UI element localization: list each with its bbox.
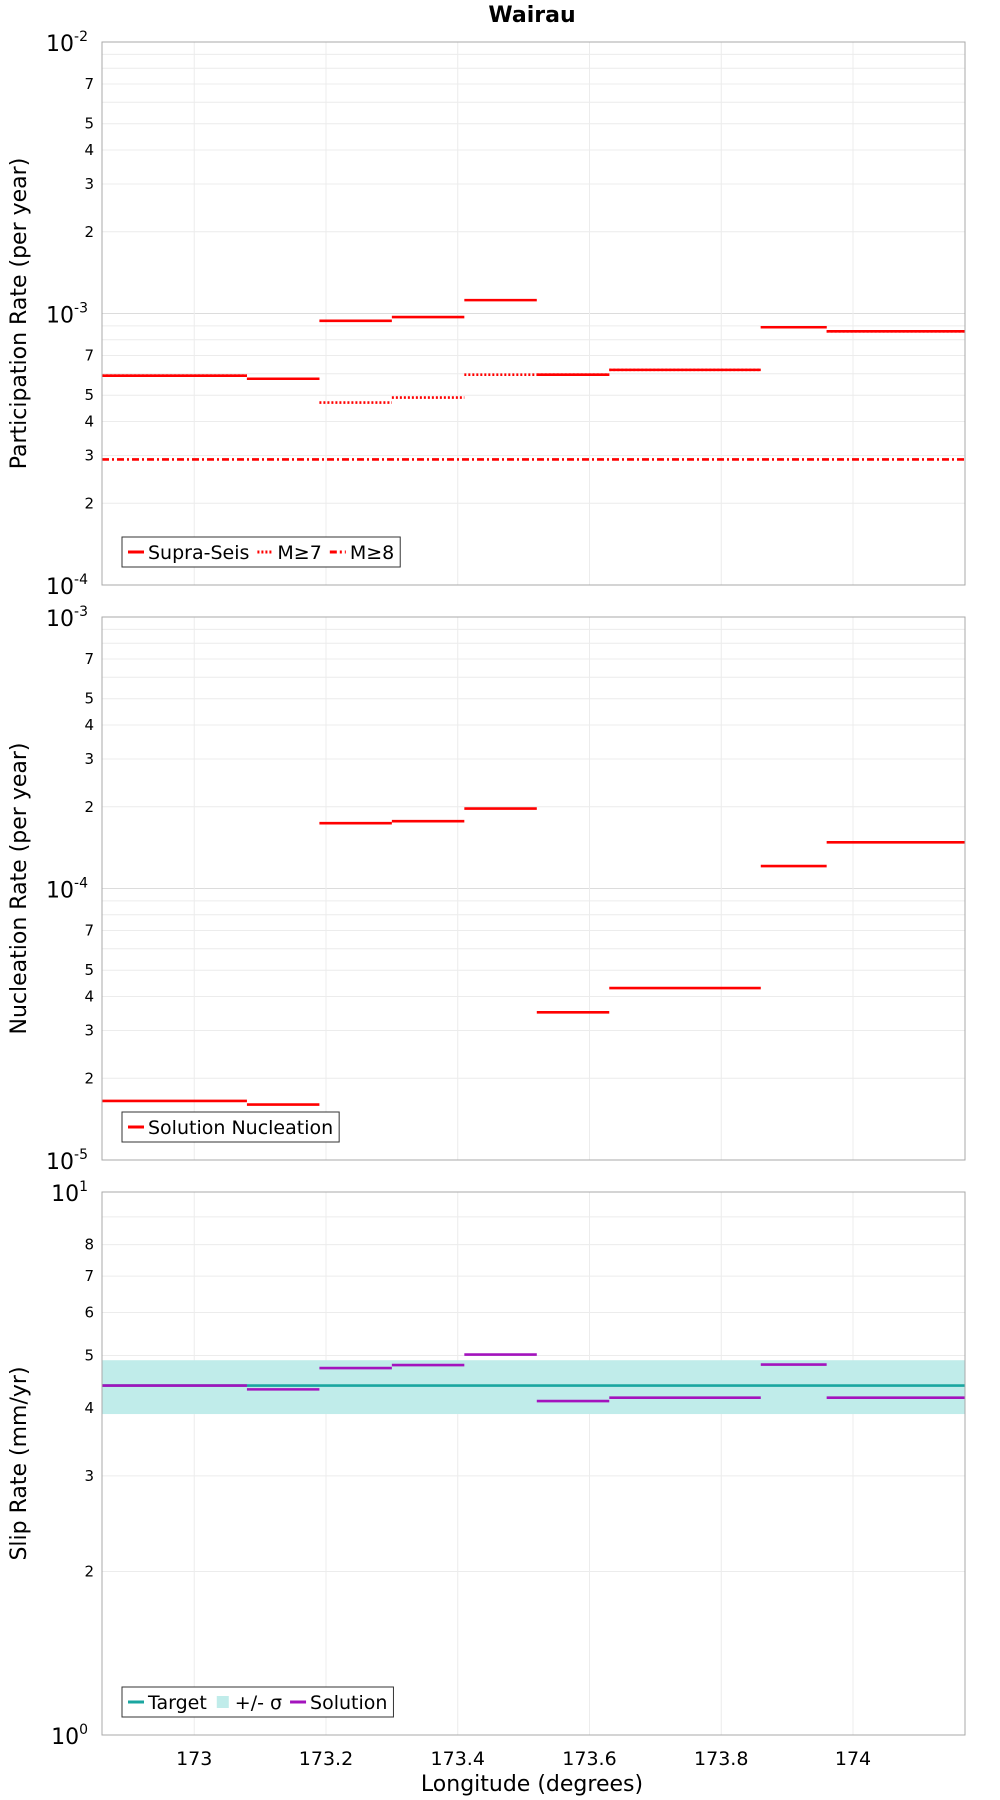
legend-item: +/- σ [216, 1692, 282, 1714]
y-tick-label: 2 [84, 798, 94, 816]
y-tick-label: 6 [84, 1303, 94, 1321]
y-tick-label: 2 [84, 223, 94, 241]
legend-label: Solution [310, 1692, 387, 1714]
legend-label: +/- σ [235, 1692, 282, 1714]
series-solution-nucleation [102, 807, 965, 1106]
y-decade-label: 10-4 [46, 876, 88, 904]
y-decade-label: 10-5 [46, 1147, 88, 1175]
series-solution [102, 1353, 965, 1403]
plot-frame [101, 41, 966, 586]
legend: Solution Nucleation [121, 1111, 340, 1143]
y-decade-label: 10-3 [46, 301, 88, 329]
y-decade-base: 10 [51, 1725, 79, 1750]
legend-item: M≥8 [329, 542, 394, 564]
plot-area [102, 1192, 965, 1735]
y-tick-label: 3 [84, 1467, 94, 1485]
plot-frame [101, 616, 966, 1161]
x-tick-label: 173.4 [431, 1748, 485, 1770]
y-tick-label: 2 [84, 1069, 94, 1087]
y-tick-label: 8 [84, 1236, 94, 1254]
y-tick-label: 7 [84, 1267, 94, 1285]
y-tick-label: 3 [84, 175, 94, 193]
y-tick-label: 5 [84, 961, 94, 979]
y-decade-label: 10-3 [46, 604, 88, 632]
legend-frame [121, 1111, 340, 1143]
y-decade-base: 10 [46, 32, 74, 57]
y-decade-base: 10 [46, 304, 74, 329]
x-tick-label: 173.6 [562, 1748, 616, 1770]
y-tick-label: 5 [84, 115, 94, 133]
y-decade-exponent: -3 [74, 604, 88, 620]
y-tick-label: 4 [84, 141, 94, 159]
y-tick-label: 7 [84, 75, 94, 93]
y-decade-base: 10 [46, 1150, 74, 1175]
legend-item: Solution [290, 1692, 387, 1714]
legend-frame [121, 536, 401, 568]
y-tick-label: 3 [84, 1021, 94, 1039]
legend-label: M≥8 [350, 542, 394, 564]
legend: Target +/- σ Solution [121, 1686, 394, 1718]
y-axis-label: Slip Rate (mm/yr) [7, 1366, 32, 1560]
y-decade-base: 10 [46, 879, 74, 904]
y-decade-label: 100 [51, 1722, 88, 1750]
y-tick-label: 5 [84, 386, 94, 404]
chart-title: Wairau [488, 3, 575, 28]
sigma-band [102, 1360, 965, 1415]
y-tick-label: 3 [84, 446, 94, 464]
y-decade-exponent: -4 [74, 876, 88, 892]
x-tick-label: 173.8 [694, 1748, 748, 1770]
x-tick-label: 174 [835, 1748, 871, 1770]
legend: Supra-Seis M≥7 M≥8 [121, 536, 401, 568]
legend-frame [121, 1686, 394, 1718]
y-decade-exponent: 0 [79, 1722, 88, 1738]
y-tick-label: 2 [84, 1563, 94, 1581]
x-tick-label: 173 [176, 1748, 212, 1770]
y-decade-base: 10 [46, 607, 74, 632]
legend-background [122, 537, 401, 567]
y-decade-exponent: -4 [74, 572, 88, 588]
legend-item: M≥7 [257, 542, 322, 564]
legend-swatch [216, 1696, 229, 1708]
legend-label: Supra-Seis [148, 542, 249, 564]
y-tick-label: 5 [84, 690, 94, 708]
y-decade-exponent: -5 [74, 1147, 88, 1163]
legend-background [122, 1112, 340, 1142]
x-tick-label: 173.2 [299, 1748, 353, 1770]
legend-item: Supra-Seis [128, 542, 249, 564]
y-decade-label: 101 [51, 1179, 88, 1207]
y-axis-label: Participation Rate (per year) [7, 158, 32, 470]
y-axis-label: Nucleation Rate (per year) [7, 743, 32, 1035]
legend-label: M≥7 [277, 542, 321, 564]
y-tick-label: 2 [84, 494, 94, 512]
y-decade-label: 10-2 [46, 29, 88, 57]
y-tick-label: 7 [84, 922, 94, 940]
y-decade-exponent: 1 [79, 1179, 88, 1195]
plot-frame [101, 1191, 966, 1736]
x-axis-label: Longitude (degrees) [421, 1772, 643, 1797]
y-tick-label: 7 [84, 650, 94, 668]
y-decade-base: 10 [46, 575, 74, 600]
y-decade-label: 10-4 [46, 572, 88, 600]
y-tick-label: 5 [84, 1346, 94, 1364]
y-tick-label: 7 [84, 347, 94, 365]
legend-background [122, 1687, 394, 1717]
y-tick-label: 4 [84, 988, 94, 1006]
y-tick-label: 3 [84, 750, 94, 768]
y-decade-exponent: -2 [74, 29, 88, 45]
legend-item: Solution Nucleation [128, 1117, 333, 1139]
legend-item: Target [128, 1692, 207, 1714]
y-decade-base: 10 [51, 1182, 79, 1207]
y-tick-label: 4 [84, 716, 94, 734]
y-tick-label: 4 [84, 413, 94, 431]
legend-label: Solution Nucleation [148, 1117, 333, 1139]
y-tick-label: 4 [84, 1399, 94, 1417]
y-decade-exponent: -3 [74, 301, 88, 317]
legend-label: Target [147, 1692, 207, 1714]
series-m-7 [102, 325, 965, 404]
